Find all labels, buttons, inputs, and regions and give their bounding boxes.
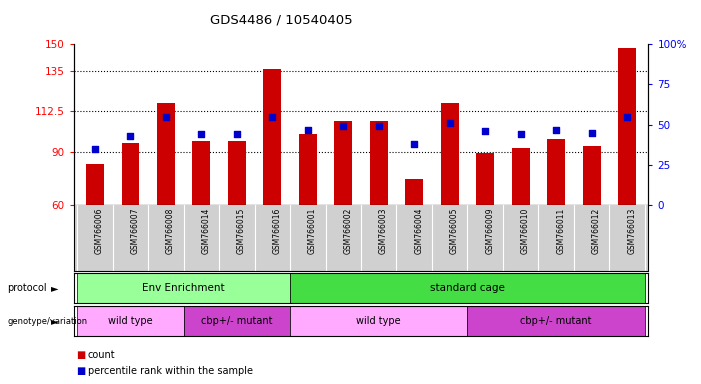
Bar: [290, 306, 468, 336]
Bar: [228, 141, 245, 205]
Point: [302, 127, 313, 133]
Text: GSM766010: GSM766010: [521, 207, 530, 254]
Bar: [157, 103, 175, 205]
Point: [550, 127, 562, 133]
Point: [338, 123, 349, 129]
Point: [231, 131, 243, 137]
Text: GSM766005: GSM766005: [450, 207, 458, 254]
Bar: [299, 134, 317, 205]
Bar: [121, 143, 139, 205]
Point: [515, 131, 526, 137]
Bar: [290, 273, 645, 303]
Point: [266, 114, 278, 120]
Text: GSM766011: GSM766011: [556, 207, 565, 254]
Text: GSM766007: GSM766007: [130, 207, 139, 254]
Text: GSM766015: GSM766015: [237, 207, 246, 254]
Text: GSM766006: GSM766006: [95, 207, 104, 254]
Point: [444, 120, 456, 126]
Bar: [77, 273, 290, 303]
Text: genotype/variation: genotype/variation: [7, 316, 87, 326]
Point: [479, 128, 491, 134]
Bar: [264, 69, 281, 205]
Text: GDS4486 / 10540405: GDS4486 / 10540405: [210, 13, 353, 26]
Text: GSM766003: GSM766003: [379, 207, 388, 254]
Text: GSM766013: GSM766013: [627, 207, 636, 254]
Text: wild type: wild type: [108, 316, 153, 326]
Point: [196, 131, 207, 137]
Text: protocol: protocol: [7, 283, 47, 293]
Text: count: count: [88, 350, 115, 360]
Text: cbp+/- mutant: cbp+/- mutant: [520, 316, 592, 326]
Text: GSM766001: GSM766001: [308, 207, 317, 254]
Bar: [477, 154, 494, 205]
Bar: [512, 148, 529, 205]
Point: [161, 114, 172, 120]
Text: GSM766009: GSM766009: [485, 207, 494, 254]
Bar: [86, 164, 104, 205]
Text: wild type: wild type: [356, 316, 401, 326]
Bar: [468, 306, 645, 336]
Text: GSM766014: GSM766014: [201, 207, 210, 254]
Bar: [193, 141, 210, 205]
Point: [373, 123, 384, 129]
Point: [622, 114, 633, 120]
Point: [125, 133, 136, 139]
Text: GSM766008: GSM766008: [166, 207, 175, 254]
Text: ►: ►: [50, 283, 58, 293]
Text: ■: ■: [76, 366, 85, 376]
Point: [409, 141, 420, 147]
Text: GSM766012: GSM766012: [592, 207, 601, 254]
Text: ■: ■: [76, 350, 85, 360]
Text: percentile rank within the sample: percentile rank within the sample: [88, 366, 252, 376]
Point: [89, 146, 100, 152]
Bar: [370, 121, 388, 205]
Text: Env Enrichment: Env Enrichment: [142, 283, 225, 293]
Bar: [405, 179, 423, 205]
Bar: [583, 146, 601, 205]
Bar: [77, 306, 184, 336]
Bar: [184, 306, 290, 336]
Text: GSM766002: GSM766002: [343, 207, 353, 254]
Text: GSM766016: GSM766016: [272, 207, 281, 254]
Bar: [441, 103, 458, 205]
Bar: [547, 139, 565, 205]
Text: GSM766004: GSM766004: [414, 207, 423, 254]
Point: [586, 130, 597, 136]
Text: cbp+/- mutant: cbp+/- mutant: [201, 316, 273, 326]
Text: standard cage: standard cage: [430, 283, 505, 293]
Text: ►: ►: [50, 316, 58, 326]
Bar: [334, 121, 352, 205]
Bar: [618, 48, 636, 205]
